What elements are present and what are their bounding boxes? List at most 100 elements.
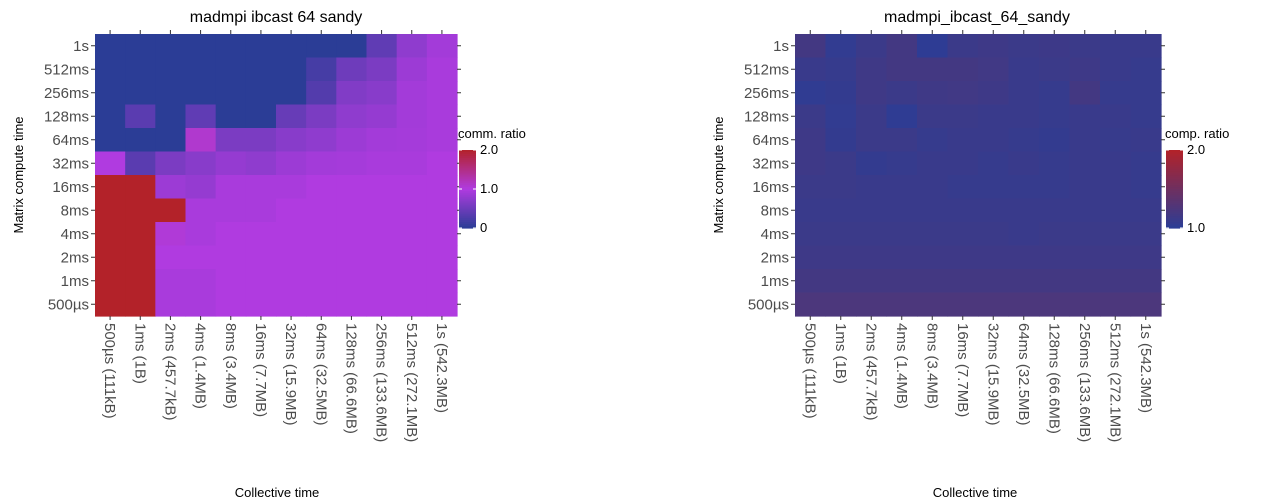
heatmap-cell	[978, 292, 1010, 317]
heatmap-cell	[825, 245, 857, 270]
x-axis: 500µs (111kB) 1ms (1B) 2ms (457.7kB) 4ms (1…	[101, 30, 450, 442]
heatmap-cell	[155, 57, 187, 82]
heatmap-cell	[245, 222, 277, 247]
heatmap-cell	[366, 128, 398, 153]
heatmap-cell	[396, 34, 428, 59]
heatmap-cell	[276, 292, 307, 317]
legend-color-step	[459, 181, 476, 184]
heatmap-cell	[1008, 104, 1040, 129]
legend-color-step	[459, 161, 476, 165]
heatmap-cell	[856, 198, 888, 223]
heatmap-cell	[886, 57, 918, 82]
legend-color-step	[1166, 208, 1183, 212]
x-tick-label: 32ms (15.9MB)	[984, 323, 1001, 426]
legend-color-step	[1166, 224, 1183, 227]
y-axis: 1s 512ms 256ms 128ms 64ms 32ms 16ms 8ms 4ms 2ms 1m…	[44, 38, 461, 313]
heatmap-cell	[95, 222, 126, 247]
heatmap-cell	[426, 222, 458, 247]
heatmap-cell	[917, 292, 949, 317]
heatmap-cell	[306, 245, 337, 270]
heatmap-cell	[396, 128, 428, 153]
legend-color-step	[459, 167, 476, 171]
heatmap-cell	[1069, 128, 1101, 153]
heatmap-cell	[978, 81, 1010, 106]
heatmap-cell	[396, 151, 428, 176]
heatmap-cell	[856, 292, 888, 317]
heatmap-cell	[155, 151, 187, 176]
legend-tick-label: 1.0	[1187, 220, 1205, 235]
legend-color-step	[1166, 226, 1183, 229]
legend-color-step	[1166, 222, 1183, 225]
heatmap-cell	[185, 128, 217, 153]
heatmap-cell	[185, 104, 217, 129]
heatmap-cell	[276, 57, 307, 82]
heatmap-cell	[886, 269, 918, 294]
x-tick-label: 2ms (457.7kB)	[161, 323, 178, 421]
heatmap-cell	[336, 128, 368, 153]
heatmap-cell	[917, 222, 949, 247]
heatmap-cell	[1039, 34, 1071, 59]
legend-color-step	[1166, 155, 1183, 159]
heatmap-cell	[396, 104, 428, 129]
heatmap-cell	[155, 269, 187, 294]
heatmap-cell	[426, 34, 458, 59]
legend-color-step	[1166, 173, 1183, 176]
heatmap-cell	[125, 81, 156, 106]
heatmap-cell	[215, 104, 247, 129]
heatmap-cell	[1130, 175, 1162, 200]
y-axis-label: Matrix compute time	[711, 116, 726, 233]
y-tick-label: 256ms	[44, 85, 89, 102]
heatmap-cell	[1100, 128, 1132, 153]
heatmap-cell	[947, 81, 979, 106]
heatmap-cell	[185, 198, 217, 223]
heatmap-cell	[978, 269, 1010, 294]
heatmap-cell	[886, 128, 918, 153]
legend-color-step	[459, 159, 476, 163]
heatmap-cell	[245, 245, 277, 270]
heatmap-cell	[1069, 104, 1101, 129]
heatmap-cells	[795, 34, 1162, 317]
heatmap-cell	[155, 104, 187, 129]
heatmap-cell	[396, 81, 428, 106]
heatmap-cell	[245, 104, 277, 129]
heatmap-cell	[917, 128, 949, 153]
heatmap-cell	[795, 292, 827, 317]
heatmap-cell	[125, 128, 156, 153]
heatmap-cell	[366, 34, 398, 59]
heatmap-cell	[1039, 222, 1071, 247]
x-tick-label: 128ms (66.6MB)	[1045, 323, 1062, 434]
heatmap-cell	[825, 198, 857, 223]
legend-color-step	[1166, 153, 1183, 157]
heatmap-cell	[95, 245, 126, 270]
heatmap-cell	[1039, 151, 1071, 176]
heatmap-cell	[1039, 292, 1071, 317]
heatmap-cell	[366, 81, 398, 106]
legend-color-step	[1166, 187, 1183, 190]
y-tick-label: 16ms	[52, 179, 89, 196]
x-tick-label: 8ms (3.4MB)	[222, 323, 239, 409]
heatmap-cell	[336, 245, 368, 270]
x-tick-label: 64ms (32.5MB)	[1015, 323, 1032, 426]
heatmap-cell	[978, 222, 1010, 247]
heatmap-cell	[917, 245, 949, 270]
heatmap-cell	[856, 151, 888, 176]
legend-tick-label: 0	[480, 220, 487, 235]
heatmap-cell	[95, 57, 126, 82]
y-tick-label: 1ms	[61, 273, 89, 290]
heatmap-cell	[125, 175, 156, 200]
heatmap-cell	[426, 175, 458, 200]
legend-color-step	[459, 151, 476, 155]
heatmap-panel-comm-ratio: madmpi ibcast 64 sandy 1s 512ms 256ms 128ms 6…	[11, 9, 526, 500]
legend-color-step	[459, 202, 476, 206]
heatmap-cell	[1039, 198, 1071, 223]
heatmap-cell	[917, 34, 949, 59]
heatmap-cell	[947, 222, 979, 247]
legend-tick-label: 2.0	[1187, 142, 1205, 157]
heatmap-cell	[825, 222, 857, 247]
legend-color-step	[459, 222, 476, 225]
legend-color-step	[1166, 220, 1183, 223]
heatmap-cell	[306, 292, 337, 317]
y-axis-label: Matrix compute time	[11, 116, 26, 233]
heatmap-cell	[825, 81, 857, 106]
heatmap-cell	[366, 292, 398, 317]
